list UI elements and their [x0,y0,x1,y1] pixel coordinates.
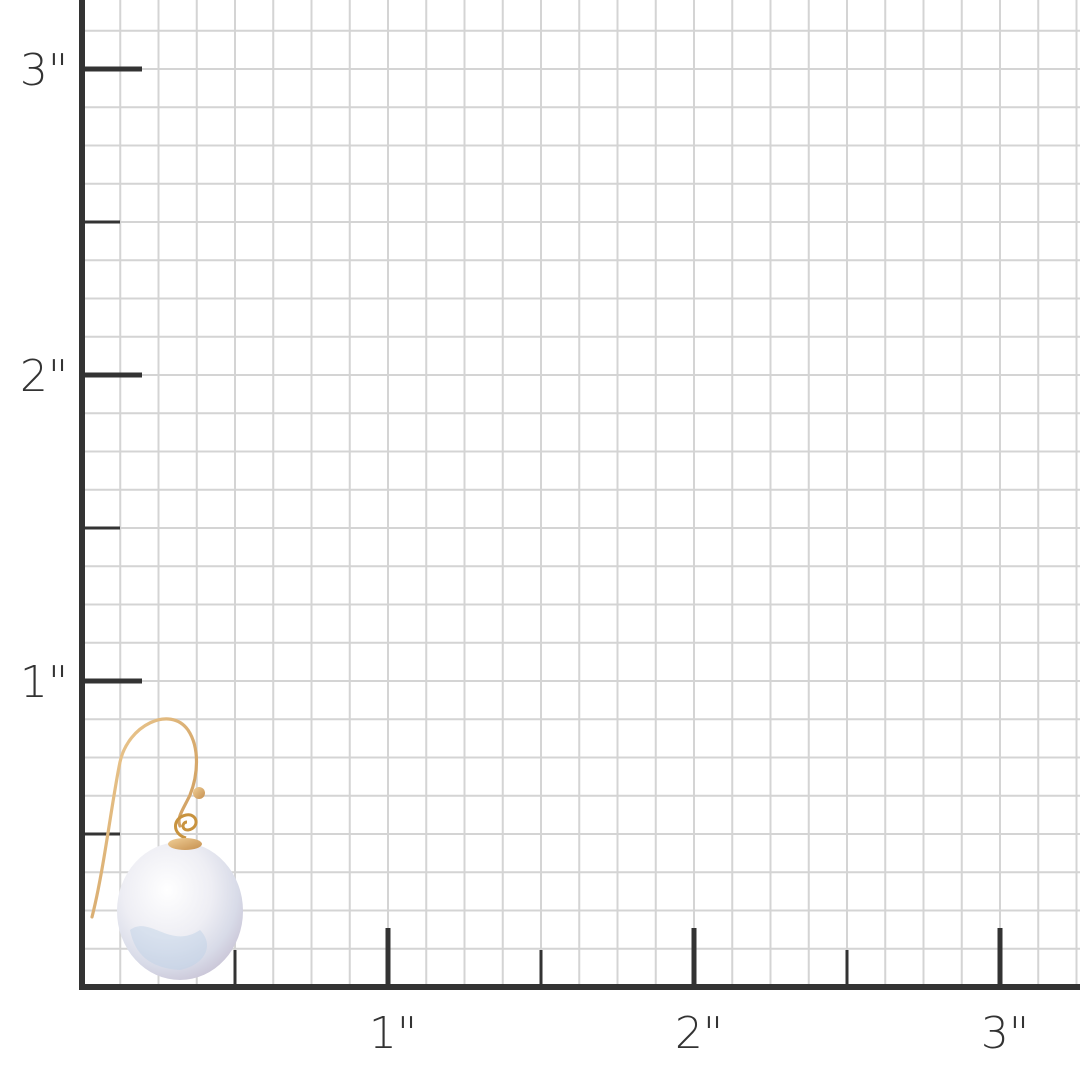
y-tick-label: 3" [20,45,68,96]
x-tick-label: 2" [675,1008,723,1059]
wire-loop [174,813,198,840]
pearl-sheen [130,926,208,970]
y-tick-label: 2" [20,351,68,402]
y-tick-label: 1" [20,657,68,708]
earring [90,717,243,980]
pearl-cap [168,838,202,850]
pearl [117,842,243,980]
wire-ball [193,787,205,799]
ear-wire [90,717,199,919]
x-tick-label: 1" [369,1008,417,1059]
x-tick-label: 3" [981,1008,1029,1059]
